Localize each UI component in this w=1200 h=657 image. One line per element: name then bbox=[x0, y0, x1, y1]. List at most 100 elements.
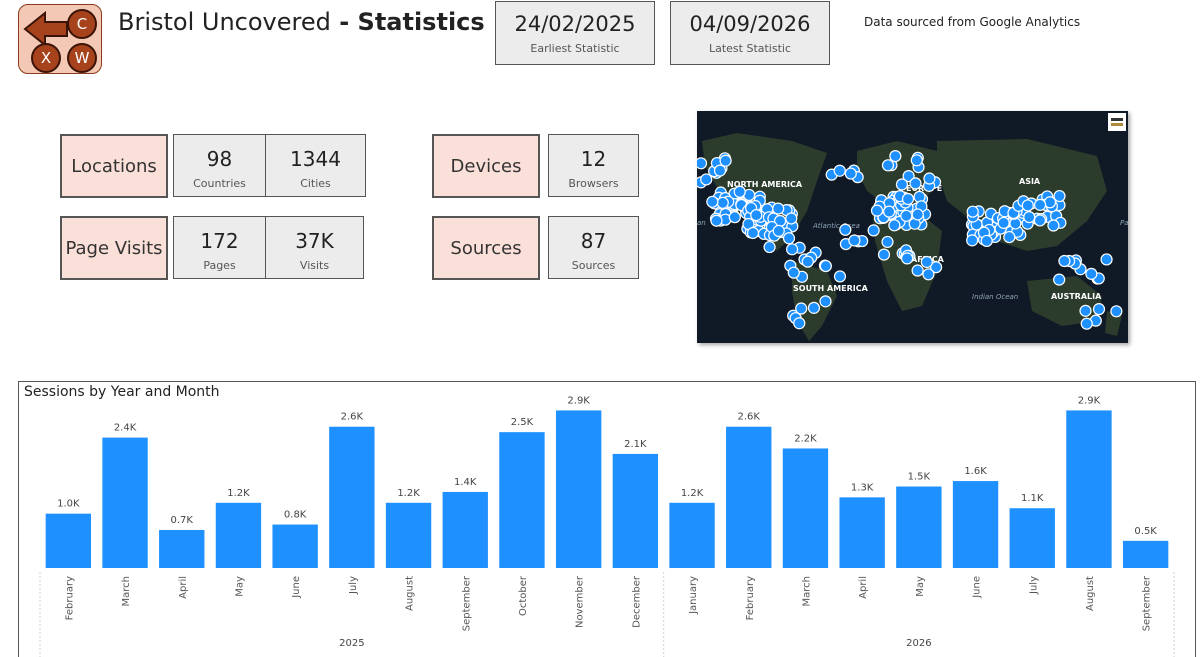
map-point bbox=[1033, 214, 1047, 227]
map-label-pacific-west: an bbox=[697, 219, 706, 227]
map-point bbox=[966, 234, 979, 247]
map-point bbox=[1047, 219, 1060, 232]
data-label: 2.1K bbox=[624, 439, 647, 450]
map-point bbox=[719, 154, 732, 167]
map-point bbox=[867, 224, 880, 237]
countries-label: Countries bbox=[193, 177, 246, 190]
map-point bbox=[1053, 189, 1066, 203]
x-tick-label: July bbox=[348, 576, 359, 595]
earliest-date: 24/02/2025 bbox=[514, 12, 636, 36]
bar[interactable] bbox=[329, 426, 375, 568]
visitor-map[interactable]: NORTH AMERICA EUROPE ASIA AFRICA SOUTH A… bbox=[697, 111, 1128, 343]
visits-label: Visits bbox=[299, 259, 330, 272]
map-point bbox=[902, 170, 915, 183]
map-point bbox=[920, 255, 933, 269]
map-point bbox=[700, 173, 713, 186]
map-point bbox=[733, 185, 746, 198]
cities-value: 1344 bbox=[290, 147, 341, 171]
map-point bbox=[900, 252, 914, 265]
visits-card: 37K Visits bbox=[265, 216, 364, 279]
data-source-note: Data sourced from Google Analytics bbox=[864, 15, 1081, 29]
map-points bbox=[697, 149, 1123, 330]
map-point bbox=[839, 223, 852, 236]
map-point bbox=[728, 211, 741, 224]
map-point bbox=[1053, 273, 1066, 286]
bar[interactable] bbox=[385, 502, 432, 568]
data-label: 1.2K bbox=[681, 488, 704, 499]
x-tick-label: August bbox=[1085, 576, 1096, 611]
bar[interactable] bbox=[782, 448, 829, 568]
map-point bbox=[801, 255, 814, 268]
sessions-chart-frame bbox=[18, 381, 1196, 657]
page-title: Bristol Uncovered - Statistics bbox=[118, 8, 485, 36]
sources-value: 87 bbox=[580, 229, 607, 253]
data-label: 2.6K bbox=[341, 412, 364, 423]
countries-value: 98 bbox=[206, 147, 233, 171]
data-label: 1.2K bbox=[397, 488, 420, 499]
bar[interactable] bbox=[1122, 540, 1169, 568]
x-tick-label: June bbox=[291, 576, 302, 599]
pages-label: Pages bbox=[203, 259, 236, 272]
page-visits-label-card: Page Visits bbox=[60, 216, 168, 280]
map-point bbox=[750, 209, 763, 222]
x-tick-label: December bbox=[631, 575, 642, 628]
x-tick-label: September bbox=[461, 575, 472, 631]
map-point bbox=[772, 224, 785, 237]
bar[interactable] bbox=[272, 524, 318, 568]
data-label: 2.9K bbox=[567, 395, 590, 406]
bar[interactable] bbox=[612, 453, 659, 568]
map-point bbox=[1079, 304, 1092, 317]
bar[interactable] bbox=[839, 497, 885, 568]
map-point bbox=[1100, 253, 1113, 266]
map-point bbox=[1085, 267, 1098, 280]
logo-letter-x: X bbox=[31, 43, 61, 73]
map-point bbox=[900, 209, 913, 222]
bar[interactable] bbox=[215, 502, 262, 568]
map-point bbox=[746, 226, 760, 240]
bar[interactable] bbox=[45, 513, 92, 568]
title-bold: Statistics bbox=[357, 8, 485, 36]
data-label: 2.5K bbox=[511, 417, 534, 428]
data-label: 1.4K bbox=[454, 477, 477, 488]
data-label: 0.7K bbox=[171, 515, 194, 526]
map-point bbox=[1003, 230, 1016, 244]
bar[interactable] bbox=[555, 410, 602, 568]
map-layer-button[interactable] bbox=[1108, 113, 1126, 131]
x-tick-label: February bbox=[64, 576, 75, 620]
chart-title: Sessions by Year and Month bbox=[24, 384, 220, 400]
app-logo[interactable]: C X W bbox=[18, 4, 102, 74]
bar[interactable] bbox=[1066, 410, 1112, 568]
map-point bbox=[1058, 254, 1071, 268]
latest-statistic-card: 04/09/2026 Latest Statistic bbox=[670, 1, 830, 65]
bar[interactable] bbox=[442, 491, 488, 568]
data-label: 1.5K bbox=[908, 472, 931, 483]
browsers-card: 12 Browsers bbox=[548, 134, 639, 197]
map-point bbox=[1023, 211, 1036, 224]
x-tick-label: November bbox=[575, 575, 586, 628]
map-point bbox=[844, 167, 857, 180]
data-label: 1.0K bbox=[57, 499, 80, 510]
map-point bbox=[929, 261, 943, 274]
map-point bbox=[706, 195, 719, 208]
map-point bbox=[782, 232, 796, 245]
map-label-australia: AUSTRALIA bbox=[1051, 292, 1102, 301]
bar[interactable] bbox=[159, 529, 205, 568]
bar[interactable] bbox=[669, 502, 715, 568]
bar[interactable] bbox=[726, 426, 772, 568]
map-point bbox=[881, 235, 894, 249]
map-label-south-america: SOUTH AMERICA bbox=[793, 284, 869, 293]
earliest-label: Earliest Statistic bbox=[530, 42, 620, 55]
bar[interactable] bbox=[1009, 508, 1055, 568]
map-label-north-america: NORTH AMERICA bbox=[727, 180, 803, 189]
bar[interactable] bbox=[499, 432, 545, 568]
bar[interactable] bbox=[102, 437, 148, 568]
data-label: 1.6K bbox=[964, 466, 987, 477]
x-tick-label: March bbox=[801, 576, 812, 606]
bar[interactable] bbox=[896, 486, 942, 569]
bar[interactable] bbox=[952, 481, 999, 568]
map-point bbox=[910, 154, 923, 167]
map-point bbox=[848, 234, 861, 247]
pages-card: 172 Pages bbox=[173, 216, 266, 279]
map-point bbox=[819, 295, 832, 308]
